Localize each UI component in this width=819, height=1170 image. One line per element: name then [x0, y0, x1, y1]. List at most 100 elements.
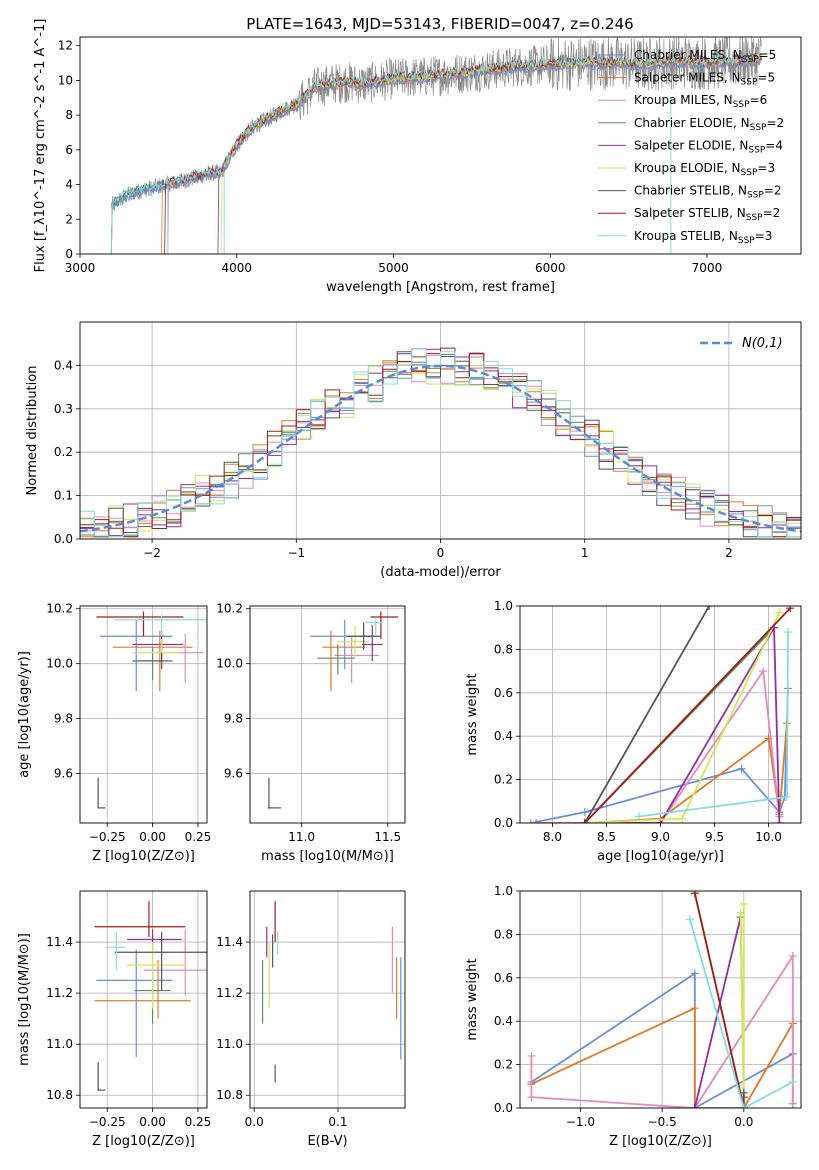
y-axis-label: mass [log10(M/M⊙)] — [17, 933, 32, 1066]
error-point — [322, 630, 366, 692]
x-tick-label: −1 — [287, 546, 305, 560]
error-point — [365, 616, 383, 637]
y-tick-label: 0.0 — [494, 1101, 513, 1115]
mass-weight-marker — [788, 1099, 797, 1108]
y-tick-label: 0.4 — [494, 729, 513, 743]
mass-weight-marker — [690, 1104, 699, 1108]
mass-weight-line — [693, 892, 745, 1108]
x-tick-label: −0.5 — [648, 1115, 677, 1129]
y-tick-label: 10.8 — [46, 1088, 73, 1102]
x-tick-label: −1.0 — [566, 1115, 595, 1129]
legend-label: Salpeter STELIB, NSSP=2 — [634, 206, 780, 223]
x-axis-label: Z [log10(Z/Z⊙)] — [92, 849, 195, 864]
y-tick-label: 11.0 — [46, 1037, 73, 1051]
axes-frame — [519, 890, 802, 1109]
normal-curve — [80, 364, 801, 533]
plot-area — [526, 606, 795, 823]
y-tick-label: 11.4 — [46, 935, 73, 949]
y-tick-label: 0.3 — [54, 402, 73, 416]
x-tick-label: 11.5 — [374, 830, 401, 844]
error-point — [127, 942, 186, 1009]
mass-weight-marker — [788, 1077, 797, 1086]
mass-weight-marker — [782, 792, 791, 801]
mass-weight-marker — [737, 764, 746, 773]
y-tick-label: 10 — [58, 73, 73, 87]
error-point — [132, 638, 180, 667]
model-spectrum-line — [167, 55, 762, 254]
y-tick-label: 0.4 — [494, 1014, 513, 1028]
x-axis-label: Z [log10(Z/Z⊙)] — [609, 1134, 712, 1149]
y-tick-label: 8 — [65, 108, 73, 122]
mass-weight-line — [530, 953, 794, 1108]
x-tick-label: 0.0 — [734, 1115, 753, 1129]
error-point — [107, 931, 126, 971]
y-tick-label: 9.6 — [54, 767, 73, 781]
model-spectrum-line — [110, 54, 762, 254]
y-tick-label: 12 — [58, 39, 73, 53]
y-axis-label: Flux [f_λ10^-17 erg cm^-2 s^-1 A^-1] — [33, 19, 48, 273]
error-point — [143, 929, 207, 996]
mass-weight-marker — [690, 1004, 699, 1013]
mass-weight-marker — [634, 812, 643, 821]
mass-weight-line — [584, 606, 710, 823]
legend-label: Chabrier STELIB, NSSP=2 — [634, 184, 782, 201]
axes-frame — [79, 605, 208, 824]
error-point — [127, 929, 182, 950]
plot-area — [96, 611, 207, 809]
x-axis-label: wavelength [Angstrom, rest frame] — [326, 280, 555, 295]
mass-weight-marker — [739, 900, 748, 909]
x-tick-label: 11.0 — [288, 830, 315, 844]
reference-error — [97, 777, 106, 809]
residual-histogram — [80, 347, 801, 538]
legend-label: Chabrier MILES, NSSP=5 — [634, 48, 776, 65]
y-tick-label: 4 — [65, 178, 73, 192]
y-tick-label: 11.2 — [46, 986, 73, 1000]
x-tick-label: 0 — [437, 546, 445, 560]
axes-frame — [79, 321, 802, 540]
y-tick-label: 10.2 — [46, 602, 73, 616]
y-tick-label: 10.8 — [216, 1088, 243, 1102]
error-point — [361, 625, 383, 661]
mass-weight-line — [584, 624, 781, 823]
panel-age-vs-mass: 11.0 11.5 9.6 9.8 10.0 10.2 mass [log10(M/M⊙)] — [216, 602, 406, 864]
panel-mass-vs-EBV: 0.0 0.1 10.8 11.0 11.2 11.4 E(B-V) — [216, 890, 406, 1149]
y-tick-label: 0.8 — [494, 642, 513, 656]
y-axis-label: Normed distribution — [25, 366, 40, 496]
y-tick-label: 11.2 — [216, 986, 243, 1000]
mass-weight-marker — [685, 915, 694, 924]
x-tick-label: 9.5 — [705, 830, 724, 844]
y-tick-label: 0.6 — [494, 971, 513, 985]
x-tick-label: 10.0 — [755, 830, 782, 844]
mass-weight-marker — [784, 628, 793, 637]
legend-label: Kroupa STELIB, NSSP=3 — [634, 229, 772, 246]
mass-weight-marker — [736, 908, 745, 917]
error-point — [94, 959, 191, 1019]
panel-mass-weight-vs-age: 8.0 8.5 9.0 9.5 10.0 0.0 0.2 0.4 0.6 0.8 1.0 age [l… — [465, 599, 802, 864]
x-tick-label: −2 — [143, 546, 161, 560]
axes-frame — [79, 890, 208, 1109]
residual-histogram — [80, 356, 801, 538]
y-tick-label: 0.4 — [54, 358, 73, 372]
x-tick-label: 2 — [725, 546, 733, 560]
x-tick-label: −0.25 — [89, 830, 126, 844]
mass-weight-marker — [786, 606, 795, 613]
mass-weight-marker — [739, 1104, 748, 1108]
y-axis-label: mass weight — [465, 958, 480, 1040]
mass-weight-marker — [527, 1051, 536, 1060]
legend-label: Kroupa ELODIE, NSSP=3 — [634, 161, 775, 178]
x-axis-label: (data-model)/error — [380, 565, 501, 580]
error-point — [99, 619, 173, 692]
y-tick-label: 0.2 — [494, 773, 513, 787]
y-tick-label: 1.0 — [494, 884, 513, 898]
mass-weight-marker — [580, 819, 589, 823]
x-tick-label: 0.1 — [328, 1115, 347, 1129]
mass-weight-marker — [527, 1093, 536, 1102]
mass-weight-marker — [759, 667, 768, 676]
x-tick-label: 0.00 — [139, 830, 166, 844]
panel-residuals: −2 −1 0 1 2 0.0 0.1 0.2 0.3 0.4 N(0,1) (data-model)… — [25, 321, 802, 580]
panel-spectrum: 3000 4000 5000 6000 7000 0 2 4 6 8 10 12 Chabrier MI… — [33, 19, 802, 295]
mass-weight-marker — [788, 952, 797, 961]
mass-weight-marker — [705, 606, 714, 610]
mass-weight-line — [584, 607, 791, 823]
